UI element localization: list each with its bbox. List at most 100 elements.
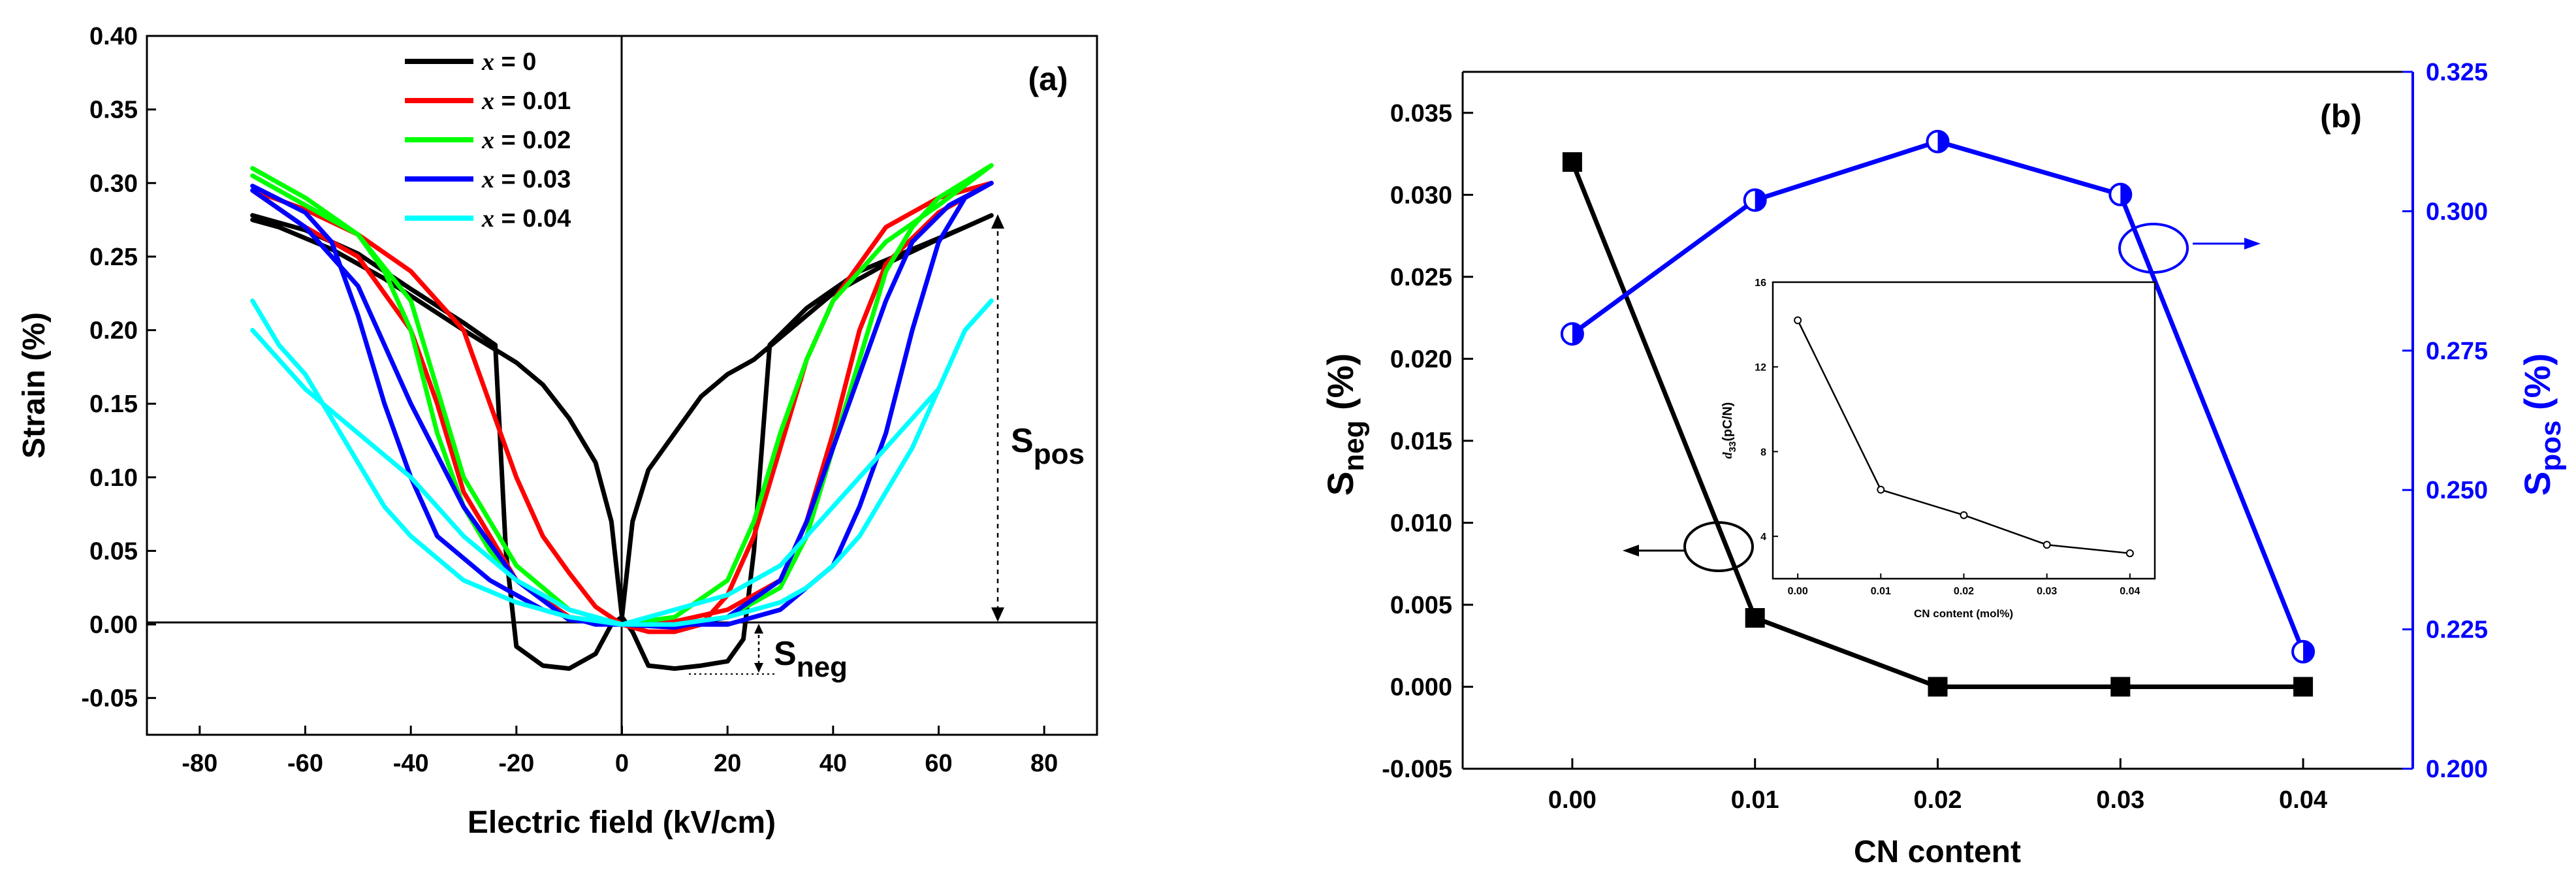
inset-point-0-03 — [2043, 541, 2051, 549]
legend-value-x004: = 0.04 — [494, 205, 571, 233]
marker-s-pos-0-04 — [2291, 639, 2315, 664]
inset-y-axis-main: d — [1721, 451, 1735, 459]
legend-entry-x0: x = 0 — [405, 48, 536, 76]
a-xtick-label-80: -80 — [182, 750, 217, 777]
inset-xtick-label-0-03: 0.03 — [2037, 586, 2057, 597]
a-ytick-label-0-35: 0.35 — [89, 97, 138, 124]
right-axis-indicator-arrowhead — [2244, 238, 2261, 249]
a-xtick-label-20: 20 — [714, 750, 741, 777]
inset-xtick-label-0-01: 0.01 — [1871, 586, 1891, 597]
b-left-ytick-label-0-005: 0.005 — [1390, 592, 1452, 619]
marker-s-neg-0-04 — [2293, 677, 2314, 697]
marker-s-pos-0-03 — [2108, 182, 2133, 206]
b-left-ytick-label-0-000: 0.000 — [1390, 673, 1452, 701]
marker-s-pos-0-01 — [1743, 188, 1767, 212]
a-ytick-label-0-15: 0.15 — [89, 391, 138, 418]
a-ytick-label-0-40: 0.40 — [89, 23, 138, 50]
marker-s-neg-0-01 — [1745, 608, 1765, 628]
s-neg-sub: neg — [797, 651, 848, 683]
left-axis-indicator-arrowhead — [1623, 545, 1639, 556]
legend-symbol-x003: x — [481, 166, 494, 193]
b-left-ytick-label-0-015: 0.015 — [1390, 428, 1452, 455]
s-neg-label: Sneg — [774, 635, 848, 683]
b-right-ytick-label-0-275: 0.275 — [2426, 338, 2488, 365]
a-xtick-label-60: 60 — [925, 750, 952, 777]
panel-a-legend: x = 0 x = 0.01 x = 0.02 x = 0.03 x = 0.0… — [405, 48, 571, 233]
a-ytick-label-0-05: -0.05 — [81, 685, 138, 713]
series-line-x-0-03 — [250, 180, 994, 630]
inset-point-0-00 — [1794, 316, 1802, 325]
b-left-ytick-label-0-035: 0.035 — [1390, 100, 1452, 127]
legend-entry-x002: x = 0.02 — [405, 127, 571, 154]
panel-a-x-axis-title: Electric field (kV/cm) — [468, 805, 776, 840]
inset-point-0-04 — [2125, 549, 2134, 558]
inset-xtick-label-0-04: 0.04 — [2120, 586, 2140, 597]
marker-s-pos-0-02-fill — [1937, 131, 1948, 152]
s-pos-axis-sub: pos — [2535, 421, 2567, 472]
legend-value-x0: = 0 — [494, 48, 536, 76]
marker-s-pos-0-01-fill — [1755, 189, 1766, 211]
inset-ytick-label-8: 8 — [1760, 447, 1766, 458]
b-right-ytick-label-0-325: 0.325 — [2426, 59, 2488, 86]
b-left-ytick-label-0-010: 0.010 — [1390, 509, 1452, 537]
panel-b-x-axis-title: CN content — [1854, 835, 2021, 869]
s-pos-label: Spos — [1011, 422, 1085, 470]
d33-inset-chart: 0.00 0.01 0.02 0.03 0.04 4 8 12 16 CN content (m… — [1721, 278, 2156, 620]
a-xtick-label-80: 80 — [1030, 750, 1058, 777]
b-xtick-label-0-03: 0.03 — [2096, 786, 2144, 814]
panel-a-strain-chart: -80 -60 -40 -20 0 20 40 60 80 -0.05 0.00 0.05 0.10 0… — [17, 23, 1098, 840]
b-left-ytick-label-0-005: -0.005 — [1382, 756, 1452, 783]
s-pos-axis-unit: (%) — [2517, 353, 2558, 421]
s-neg-arrowhead-bottom — [754, 663, 763, 673]
legend-label-x002: x = 0.02 — [481, 127, 571, 154]
marker-s-pos-0-02 — [1926, 129, 1950, 153]
left-axis-indicator — [1623, 521, 1754, 572]
legend-entry-x004: x = 0.04 — [405, 205, 571, 233]
b-right-ytick-label-0-225: 0.225 — [2426, 617, 2488, 644]
right-axis-indicator — [2118, 223, 2261, 274]
marker-s-pos-0-03-fill — [2120, 184, 2131, 205]
s-pos-sub: pos — [1034, 438, 1085, 470]
left-axis-indicator-ellipse — [1683, 521, 1754, 572]
panel-b-right-axis-title: Spos (%) — [2517, 353, 2567, 496]
inset-xtick-label-0-00: 0.00 — [1788, 586, 1808, 597]
legend-entry-x003: x = 0.03 — [405, 166, 571, 193]
legend-symbol-x004: x — [481, 205, 494, 233]
inset-point-0-01 — [1877, 485, 1885, 494]
inset-ytick-label-4: 4 — [1760, 532, 1766, 543]
series-line-x-0-04 — [250, 298, 994, 627]
legend-value-x001: = 0.01 — [494, 88, 571, 115]
inset-y-axis-title: d33(pC/N) — [1721, 402, 1738, 459]
b-right-ytick-label-0-300: 0.300 — [2426, 198, 2488, 225]
legend-label-x0: x = 0 — [481, 48, 536, 76]
a-xtick-label-40: 40 — [819, 750, 847, 777]
b-right-ytick-label-0-250: 0.250 — [2426, 477, 2488, 504]
legend-entry-x001: x = 0.01 — [405, 88, 571, 115]
b-right-ytick-label-0-200: 0.200 — [2426, 756, 2488, 783]
s-pos-arrowhead-bottom — [991, 607, 1004, 622]
s-pos-arrowhead-top — [991, 214, 1004, 229]
b-xtick-label-0-00: 0.00 — [1548, 786, 1597, 814]
inset-ytick-label-16: 16 — [1755, 278, 1766, 289]
legend-symbol-x0: x — [481, 48, 494, 76]
marker-s-neg-0-02 — [1928, 677, 1948, 697]
inset-y-axis-sub: 33 — [1727, 442, 1738, 453]
a-ytick-label-0-10: 0.10 — [89, 464, 138, 492]
b-xtick-label-0-02: 0.02 — [1914, 786, 1962, 814]
a-xtick-label-40: -40 — [393, 750, 429, 777]
marker-s-pos-0-04-fill — [2303, 641, 2314, 662]
inset-xtick-label-0-02: 0.02 — [1954, 586, 1974, 597]
b-xtick-label-0-01: 0.01 — [1731, 786, 1779, 814]
panel-a-label: (a) — [1028, 61, 1068, 97]
s-pos-main: S — [1011, 422, 1034, 460]
legend-label-x004: x = 0.04 — [481, 205, 571, 233]
legend-value-x003: = 0.03 — [494, 166, 571, 193]
panel-b-label: (b) — [2320, 98, 2362, 135]
b-left-ytick-label-0-020: 0.020 — [1390, 346, 1452, 373]
a-xtick-label-60: -60 — [287, 750, 323, 777]
inset-y-axis-unit: (pC/N) — [1721, 402, 1735, 442]
inset-point-0-02 — [1960, 511, 1968, 519]
panel-a-y-axis-title: Strain (%) — [17, 312, 52, 459]
marker-s-neg-0-03 — [2110, 677, 2131, 697]
